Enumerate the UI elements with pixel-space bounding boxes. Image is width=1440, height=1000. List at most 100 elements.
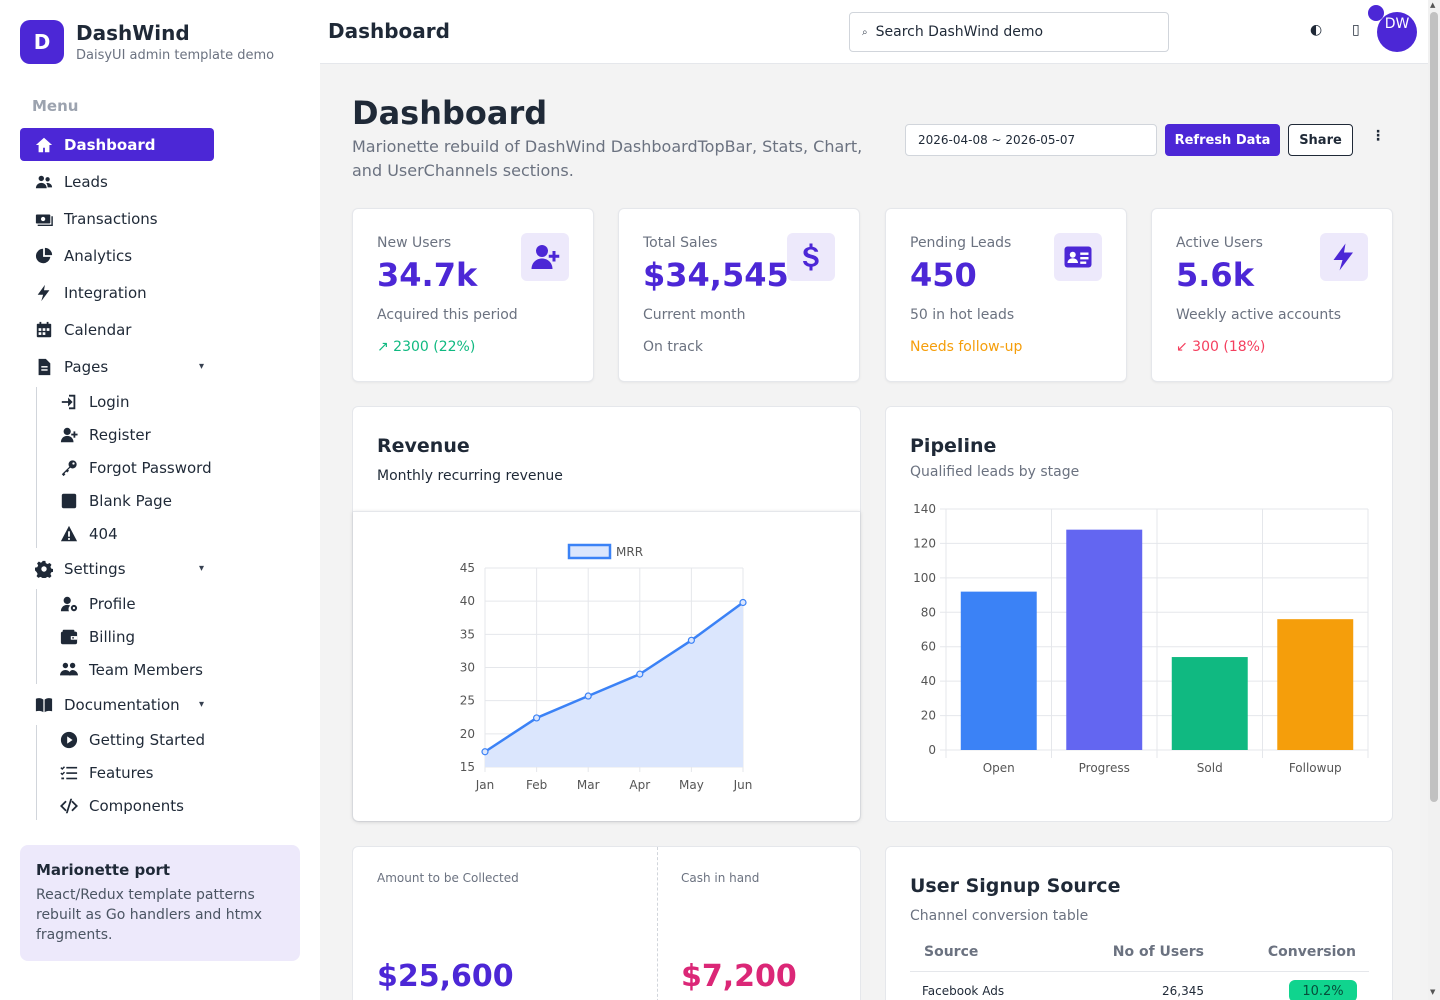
stat-trend: On track — [643, 339, 703, 355]
chevron-down-icon[interactable]: ▾ — [198, 563, 204, 574]
users-icon — [34, 172, 54, 192]
submenu-pages: Login Register Forgot Password Blank Page 40… — [36, 387, 214, 548]
wallet-icon — [59, 627, 79, 647]
scroll-down-arrow-icon[interactable]: ▼ — [1430, 988, 1436, 996]
x-tick-label: May — [679, 778, 704, 792]
bell-icon[interactable]: ▯ — [1352, 22, 1360, 38]
sidebar-item-404[interactable]: 404 — [45, 519, 214, 548]
sidebar-item-calendar[interactable]: Calendar — [20, 313, 214, 346]
sidebar-item-label: Register — [89, 425, 151, 444]
chevron-down-icon[interactable]: ▾ — [198, 361, 204, 372]
search-input[interactable]: ⌕ Search DashWind demo — [849, 12, 1169, 52]
pipeline-chart: 0 20 40 60 80 100 120 140 Open Progress Sold Follow… — [913, 502, 1369, 775]
sidebar-item-documentation[interactable]: Documentation ▾ — [20, 688, 214, 721]
sidebar-item-label: Calendar — [64, 320, 132, 339]
more-options-icon[interactable]: ⋮ — [1371, 128, 1385, 144]
sidebar-item-profile[interactable]: Profile — [45, 589, 214, 618]
x-tick-label: Progress — [1079, 761, 1130, 775]
stat-value: 5.6k — [1176, 256, 1254, 294]
stat-label: New Users — [377, 235, 452, 251]
menu-heading: Menu — [32, 97, 79, 115]
square-icon — [59, 491, 79, 511]
page-scrollbar[interactable]: ▲ ▼ — [1428, 0, 1440, 1000]
home-icon — [34, 135, 54, 155]
login-icon — [59, 392, 79, 412]
sidebar-item-integration[interactable]: Integration — [20, 276, 214, 309]
topbar-title: Dashboard — [328, 19, 450, 43]
col-header-users: No of Users — [1112, 944, 1204, 960]
date-range-input[interactable]: 2026-04-08 ~ 2026-05-07 — [905, 124, 1157, 156]
series-line-mrr — [484, 601, 744, 753]
sidebar-item-label: Components — [89, 796, 184, 815]
sidebar-item-register[interactable]: Register — [45, 420, 214, 449]
pie-chart-icon — [34, 246, 54, 266]
scroll-thumb[interactable] — [1430, 12, 1438, 802]
sidebar-item-settings[interactable]: Settings ▾ — [20, 552, 214, 585]
sidebar-item-billing[interactable]: Billing — [45, 622, 214, 651]
page-title: Dashboard — [352, 94, 548, 132]
brand[interactable]: D DashWind DaisyUI admin template demo — [20, 20, 274, 64]
sidebar-item-getting-started[interactable]: Getting Started — [45, 725, 214, 754]
stat-value: 450 — [910, 256, 977, 294]
code-icon — [59, 796, 79, 816]
notification-dot — [1368, 5, 1384, 21]
sidebar-item-dashboard[interactable]: Dashboard — [20, 128, 214, 161]
refresh-data-button[interactable]: Refresh Data — [1165, 124, 1280, 156]
avatar[interactable]: DW — [1377, 12, 1417, 52]
theme-toggle-icon[interactable]: ◐ — [1310, 22, 1323, 38]
signup-source-card: User Signup Source Channel conversion ta… — [885, 846, 1393, 1000]
sidebar-item-label: Forgot Password — [89, 458, 212, 477]
play-icon — [59, 730, 79, 750]
warning-icon — [59, 524, 79, 544]
stat-description: Weekly active accounts — [1176, 307, 1342, 323]
sidebar-item-transactions[interactable]: Transactions — [20, 202, 214, 235]
sidebar-item-label: Blank Page — [89, 491, 172, 510]
sidebar-item-label: Features — [89, 763, 154, 782]
y-tick-label: 45 — [460, 561, 475, 575]
revenue-chart-panel: 15 20 25 30 35 40 45 Jan Feb Mar Apr May Jun MRR — [353, 511, 860, 821]
y-tick-label: 30 — [460, 661, 475, 675]
data-point — [481, 748, 489, 756]
sidebar-item-login[interactable]: Login — [45, 387, 214, 416]
legend-label-mrr: MRR — [616, 545, 643, 559]
sidebar-item-pages[interactable]: Pages ▾ — [20, 350, 214, 383]
revenue-title: Revenue — [377, 435, 470, 457]
signup-title: User Signup Source — [910, 875, 1121, 897]
sidebar-item-components[interactable]: Components — [45, 791, 214, 820]
chevron-down-icon[interactable]: ▾ — [198, 699, 204, 710]
legend-swatch-mrr — [567, 543, 612, 560]
stat-card-active-users: Active Users 5.6k Weekly active accounts ↙ … — [1151, 208, 1393, 382]
pipeline-subtitle: Qualified leads by stage — [910, 464, 1080, 480]
sidebar-item-leads[interactable]: Leads — [20, 165, 214, 198]
calendar-icon — [34, 320, 54, 340]
sidebar-item-analytics[interactable]: Analytics — [20, 239, 214, 272]
x-tick-label: Mar — [577, 778, 600, 792]
stat-trend: ↙ 300 (18%) — [1176, 339, 1266, 355]
sidebar-item-label: Login — [89, 392, 130, 411]
y-tick-label: 100 — [913, 571, 936, 585]
revenue-chart: 15 20 25 30 35 40 45 Jan Feb Mar Apr May Jun MRR — [460, 543, 752, 792]
y-tick-label: 25 — [460, 694, 475, 708]
scroll-up-arrow-icon[interactable]: ▲ — [1430, 1, 1436, 9]
id-card-icon — [1054, 233, 1102, 281]
brand-subtitle: DaisyUI admin template demo — [76, 48, 275, 63]
sidebar-item-features[interactable]: Features — [45, 758, 214, 787]
sidebar-item-team-members[interactable]: Team Members — [45, 655, 214, 684]
sidebar-item-forgot-password[interactable]: Forgot Password — [45, 453, 214, 482]
bar-open — [960, 591, 1037, 750]
conversion-badge: 10.2% — [1289, 980, 1357, 1000]
series-area-mrr — [485, 602, 743, 767]
stat-description: Current month — [643, 307, 746, 323]
stat-value: $34,545 — [643, 256, 789, 294]
y-tick-label: 40 — [460, 594, 475, 608]
port-card-text: React/Redux template patterns rebuilt as… — [36, 887, 263, 943]
brand-text: DashWind DaisyUI admin template demo — [76, 20, 274, 63]
y-tick-label: 40 — [921, 674, 936, 688]
share-button[interactable]: Share — [1288, 124, 1353, 156]
chart-legend: MRR — [567, 543, 643, 560]
collections-card: Amount to be Collected $25,600 Cash in h… — [352, 846, 861, 1000]
pipeline-title: Pipeline — [910, 435, 997, 457]
row-source: Facebook Ads — [922, 984, 1005, 998]
sidebar-item-blank-page[interactable]: Blank Page — [45, 486, 214, 515]
y-tick-label: 20 — [921, 709, 936, 723]
